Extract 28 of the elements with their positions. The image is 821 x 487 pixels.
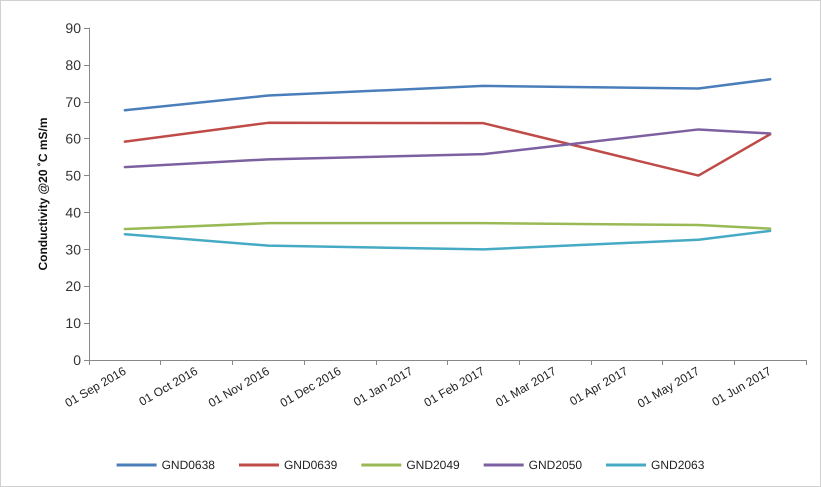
line-series [124, 128, 772, 168]
legend-label: GND2063 [651, 458, 705, 472]
y-tick-label: 30 [65, 241, 82, 258]
y-axis-title: Conductivity @20 ˚C mS/m [36, 117, 50, 271]
y-tick-label: 10 [65, 315, 82, 332]
y-tick-label: 20 [65, 278, 82, 294]
y-tick-label: 80 [65, 56, 82, 73]
line-series [124, 78, 772, 112]
x-tick-label: 01 Jun 2017 [710, 364, 774, 410]
legend-label: GND2049 [406, 458, 460, 472]
x-tick-label: 01 Jan 2017 [351, 364, 416, 410]
y-tick-label: 70 [65, 94, 82, 110]
legend-label: GND0638 [162, 458, 216, 472]
y-tick-label: 90 [65, 20, 82, 36]
x-tick-label: 01 May 2017 [634, 364, 702, 411]
legend-label: GND2050 [528, 458, 582, 472]
line-series [124, 122, 772, 177]
x-tick-label: 01 Nov 2016 [206, 364, 272, 410]
y-tick-label: 50 [65, 168, 82, 184]
y-tick-label: 40 [65, 204, 82, 220]
x-tick-label: 01 Feb 2017 [422, 364, 488, 410]
x-tick-label: 01 Dec 2016 [278, 364, 344, 410]
line-series [124, 230, 772, 251]
x-tick-label: 01 Apr 2017 [567, 364, 631, 408]
x-tick-label: 01 Mar 2017 [493, 364, 559, 410]
x-tick-label: 01 Oct 2016 [136, 364, 200, 409]
y-tick-label: 60 [65, 130, 82, 147]
legend-label: GND0639 [284, 458, 338, 472]
